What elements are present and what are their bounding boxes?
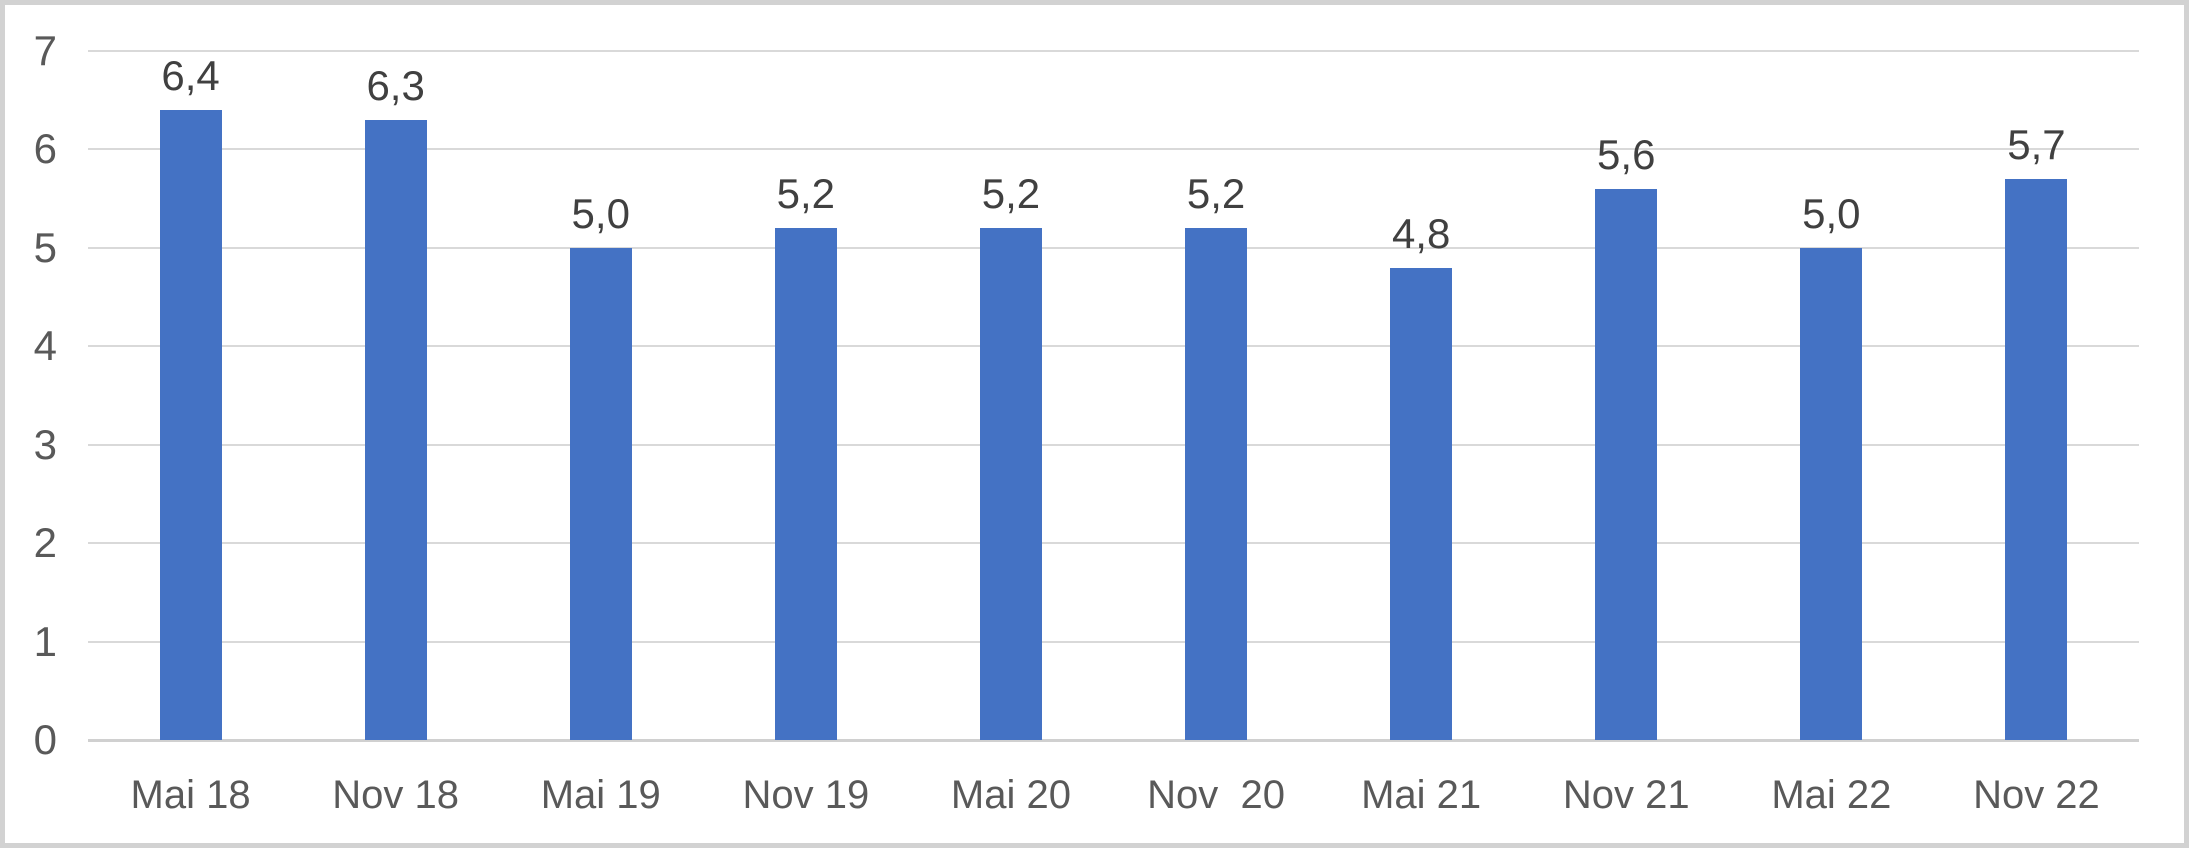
y-tick-label: 5 [33,223,57,271]
x-category-label: Mai 21 [1361,773,1482,817]
x-category-label: Nov 21 [1562,773,1690,817]
bar-value-label: 6,3 [366,61,425,109]
x-axis-line [88,739,2139,742]
y-tick-label: 0 [33,716,57,763]
bar-column: 4,8 [1319,51,1524,740]
y-tick-label: 3 [33,420,57,468]
y-tick-label: 7 [33,27,57,74]
gridline [88,50,2139,52]
bar-value-label: 5,2 [981,170,1041,218]
bar [774,228,837,740]
y-axis: 0 1 2 3 4 5 6 7 [5,30,65,761]
bar [979,228,1042,740]
bar-column: 5,2 [1114,51,1319,740]
bar-value-label: 5,7 [2007,120,2066,168]
gridline [88,443,2139,446]
bar-column: 5,0 [498,51,703,740]
bar [1390,267,1453,740]
bar-column: 5,2 [908,51,1113,740]
bar-column: 5,0 [1729,51,1934,740]
y-tick-label: 1 [33,617,57,665]
bar-column: 5,7 [1934,51,2139,740]
bar [569,247,632,740]
bar-column: 6,3 [293,51,498,740]
gridline [88,640,2139,643]
x-category-label: Mai 18 [130,773,251,817]
x-category-label: Nov 18 [332,773,460,817]
bar [1800,247,1863,740]
bar-value-label: 5,0 [571,189,630,237]
gridline [88,345,2139,348]
bar [2005,178,2068,740]
x-category-label: Nov 19 [742,773,870,817]
x-category-label: Nov 20 [1147,773,1285,817]
bar-column: 5,6 [1524,51,1729,740]
bar-value-label: 4,8 [1391,209,1451,257]
bar-value-label: 5,0 [1802,189,1861,237]
bar-value-label: 5,2 [1186,170,1246,218]
y-tick-label: 4 [33,322,57,370]
x-category-label: Mai 20 [950,773,1071,817]
bar-value-label: 5,6 [1597,130,1656,178]
bar [1595,188,1658,740]
bar [159,110,222,740]
bar-value-label: 5,2 [776,170,836,218]
bar [364,119,427,740]
plot-area: 6,4 6,3 5,0 5,2 5,2 5,2 4,8 5,6 5,0 5,7 [88,50,2139,742]
x-category-label: Mai 19 [540,773,661,817]
gridline [88,246,2139,249]
bar-value-label: 6,4 [161,52,220,100]
x-category-label: Nov 22 [1973,773,2100,817]
x-axis: Mai 18 Nov 18 Mai 19 Nov 19 Mai 20 Nov 20 Mai … [88,767,2139,823]
y-tick-label: 6 [33,125,57,173]
bar [1185,228,1248,740]
x-category-label: Mai 22 [1771,773,1892,817]
bar-column: 5,2 [703,51,908,740]
y-tick-label: 2 [33,519,57,567]
gridline [88,542,2139,545]
bar-column: 6,4 [88,51,293,740]
gridline [88,148,2139,151]
